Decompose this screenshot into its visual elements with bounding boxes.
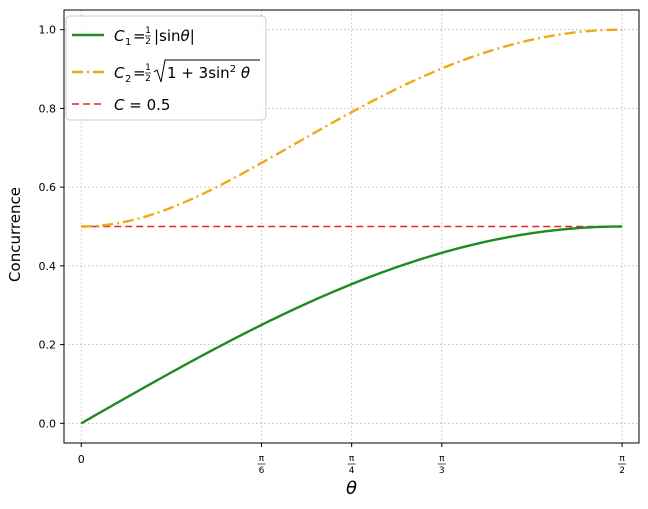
legend-entry-3: C = 0.5	[114, 96, 170, 114]
y-tick-label: 0.4	[39, 260, 57, 273]
series-line-2	[81, 28, 623, 228]
legend-box	[65, 15, 267, 121]
legend-c2-symbol: C	[114, 64, 125, 82]
series-line-1	[80, 225, 623, 425]
y-tick-label: 1.0	[39, 24, 57, 37]
legend-c1-subscript: 1	[125, 37, 131, 48]
y-tick-label: 0.2	[39, 339, 57, 352]
x-tick-label: 0	[78, 453, 85, 466]
x-tick-label: π6	[257, 454, 266, 476]
series-layer	[80, 28, 623, 425]
legend-c1-half-num: 1	[145, 26, 151, 36]
legend-c2-half-den: 2	[145, 74, 151, 84]
legend-c2-equals: =	[133, 64, 146, 82]
x-tick-denominator: 6	[259, 466, 265, 476]
legend-c1-equals: =	[133, 27, 146, 45]
x-tick-label: π4	[347, 454, 356, 476]
legend-c2-sqrt-sign	[153, 59, 260, 83]
x-tick-denominator: 4	[349, 466, 355, 476]
legend-c1-half-den: 2	[145, 37, 151, 47]
y-tick-label: 0.8	[39, 102, 57, 115]
x-tick-numerator: π	[259, 454, 265, 464]
legend-c-label: C = 0.5	[114, 96, 170, 114]
x-tick-label: π3	[437, 454, 446, 476]
x-tick-numerator: π	[619, 454, 625, 464]
x-tick-label: π2	[618, 454, 627, 476]
legend-c2-half-num: 1	[145, 63, 151, 73]
x-tick-denominator: 2	[619, 466, 625, 476]
legend-c1-symbol: C	[114, 27, 125, 45]
x-axis-label: θ	[346, 478, 357, 499]
legend-c2-subscript: 2	[125, 74, 131, 85]
x-tick-numerator: π	[439, 454, 445, 464]
legend-c1-expr: |sinθ|	[154, 27, 195, 45]
y-tick-label: 0.6	[39, 181, 57, 194]
x-tick-denominator: 3	[439, 466, 445, 476]
legend-entry-2: C 2 = 12 1 + 3sin2 θ	[114, 59, 260, 85]
legend-entry-1: C 1 = 12 |sinθ|	[114, 26, 195, 48]
y-axis-label: Concurrence	[6, 187, 24, 282]
legend-c2-expr: 1 + 3sin2 θ	[167, 64, 250, 82]
legend: C 1 = 12 |sinθ|C 2 = 12 1 + 3sin2 θC = 0.5	[65, 15, 267, 121]
x-tick-numerator: π	[349, 454, 355, 464]
y-tick-label: 0.0	[39, 417, 57, 430]
